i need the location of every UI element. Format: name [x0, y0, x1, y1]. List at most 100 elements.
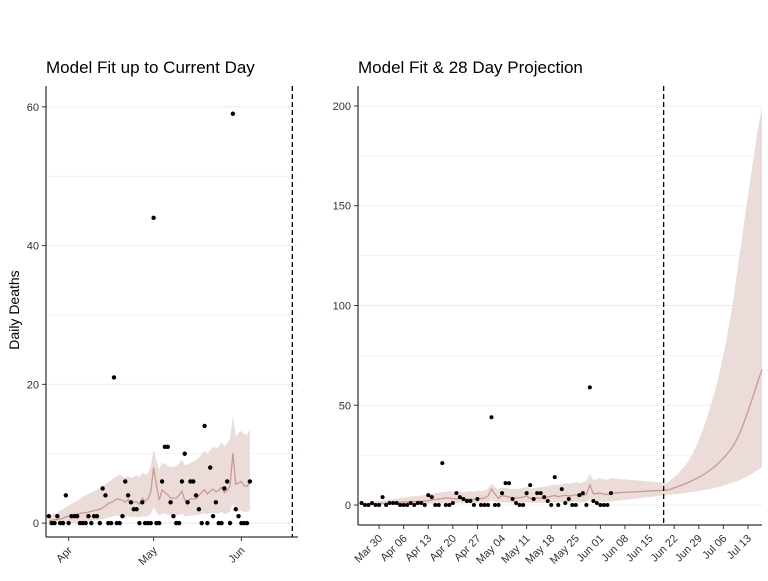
observed-death-point	[128, 500, 134, 505]
observed-death-point	[165, 444, 170, 449]
observed-death-point	[225, 479, 230, 484]
observed-death-point	[151, 215, 156, 221]
x-tick-label: Jul 06	[700, 533, 729, 562]
observed-death-point	[230, 111, 236, 116]
observed-death-point	[363, 503, 368, 508]
observed-death-point	[199, 520, 204, 526]
observed-death-point	[236, 513, 241, 519]
observed-death-point	[89, 520, 94, 526]
observed-death-point	[120, 513, 125, 519]
x-tick-label: Apr	[54, 544, 75, 565]
observed-death-point	[108, 520, 114, 526]
observed-death-point	[545, 499, 550, 504]
observed-death-point	[137, 520, 142, 526]
observed-death-point	[134, 507, 139, 512]
y-tick-label: 20	[27, 379, 39, 391]
observed-death-point	[535, 491, 540, 496]
observed-death-point	[370, 501, 375, 506]
observed-death-point	[566, 497, 571, 502]
observed-death-point	[117, 520, 122, 526]
observed-death-point	[517, 503, 522, 508]
observed-death-point	[454, 491, 459, 496]
y-tick-label: 40	[27, 241, 39, 253]
observed-death-point	[542, 495, 547, 500]
observed-death-point	[598, 503, 603, 508]
observed-death-point	[461, 497, 466, 502]
x-tick-label: Apr 20	[428, 533, 459, 564]
observed-death-point	[46, 513, 52, 519]
right-chart-title: Model Fit & 28 Day Projection	[358, 58, 583, 77]
observed-death-point	[179, 479, 185, 484]
y-tick-label: 0	[345, 500, 351, 512]
observed-death-point	[471, 503, 476, 508]
y-tick-label: 100	[333, 301, 351, 313]
left-chart-panel: 0 20 40 60 Apr May Jun	[27, 86, 298, 568]
observed-death-point	[196, 507, 202, 512]
observed-death-point	[213, 500, 219, 505]
observed-death-point	[556, 503, 561, 508]
observed-death-point	[570, 503, 575, 508]
observed-death-point	[366, 503, 371, 508]
observed-death-point	[412, 503, 417, 508]
observed-death-point	[594, 501, 599, 506]
uncertainty-band	[361, 105, 762, 506]
observed-death-point	[66, 520, 71, 526]
observed-death-point	[608, 491, 613, 496]
observed-death-point	[422, 503, 427, 508]
observed-death-point	[202, 423, 207, 429]
observed-death-point	[191, 479, 196, 484]
y-tick-label: 60	[27, 102, 39, 114]
observed-death-point	[111, 375, 117, 380]
observed-death-point	[563, 501, 568, 506]
observed-death-point	[148, 520, 153, 526]
observed-death-point	[605, 503, 610, 508]
observed-death-point	[426, 493, 431, 498]
observed-death-point	[60, 520, 66, 526]
observed-death-point	[475, 497, 480, 502]
x-tick-label: Jun 29	[673, 533, 705, 565]
observed-death-point	[559, 487, 564, 492]
observed-death-point	[447, 503, 452, 508]
observed-death-point	[123, 479, 128, 484]
observed-death-point	[433, 503, 438, 508]
observed-death-point	[405, 503, 410, 508]
observed-death-point	[429, 495, 434, 500]
median-fit-line	[48, 452, 251, 522]
observed-death-point	[584, 503, 589, 508]
observed-death-point	[496, 503, 501, 508]
observed-death-point	[528, 483, 533, 488]
observed-death-point	[387, 501, 392, 506]
observed-death-point	[549, 503, 554, 508]
observed-death-point	[450, 501, 455, 506]
observed-death-point	[493, 503, 498, 508]
observed-death-point	[485, 503, 490, 508]
observed-death-point	[52, 520, 57, 526]
observed-death-point	[591, 499, 596, 504]
observed-death-point	[514, 501, 519, 506]
observed-death-point	[531, 497, 536, 502]
y-tick-label: 150	[333, 201, 351, 213]
observed-death-point	[415, 501, 420, 506]
observed-death-point	[580, 491, 585, 496]
observed-death-point	[503, 481, 508, 486]
x-tick-label: Apr 06	[378, 533, 409, 564]
observed-death-point	[510, 497, 515, 502]
observed-death-point	[507, 481, 512, 486]
observed-death-point	[394, 501, 399, 506]
observed-death-point	[244, 520, 250, 526]
observed-death-point	[384, 503, 389, 508]
observed-death-point	[489, 415, 494, 420]
observed-death-point	[185, 500, 190, 505]
y-tick-label: 50	[339, 400, 351, 412]
x-tick-label: Mar 30	[352, 533, 385, 566]
observed-death-point	[55, 513, 60, 519]
observed-death-point	[97, 520, 102, 526]
observed-death-point	[440, 461, 445, 466]
observed-death-point	[391, 501, 396, 506]
observed-death-point	[63, 493, 69, 498]
observed-death-point	[103, 493, 108, 498]
observed-death-point	[552, 475, 557, 480]
